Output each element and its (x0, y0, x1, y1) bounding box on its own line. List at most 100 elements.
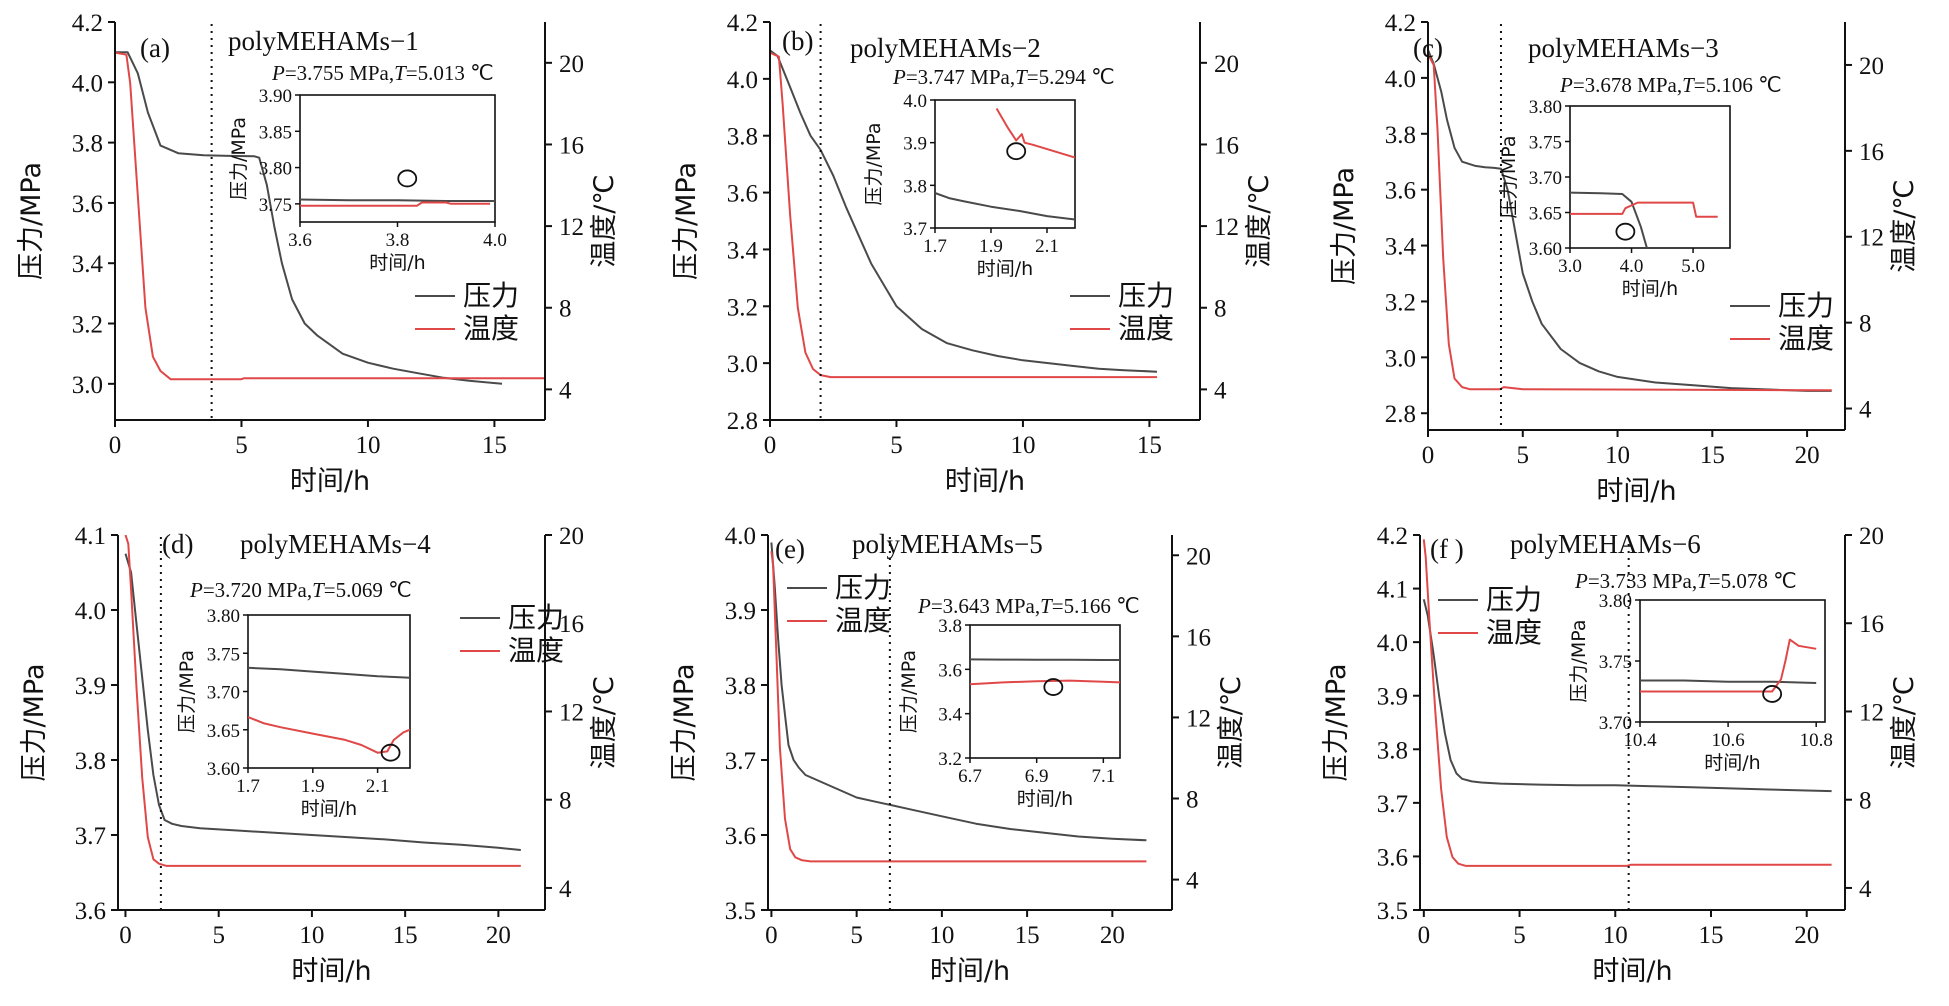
inset-plot: 10.4 10.6 10.8 3.70 3.75 3.80 时间/h 压力/MPa (1568, 591, 1833, 774)
inset-plot: 3.0 4.0 5.0 3.60 3.65 3.70 3.75 3.80 时间/h 压力/MPa (1498, 97, 1731, 300)
inset-y-label: 压力/MPa (228, 117, 250, 200)
pressure-line (770, 542, 1147, 842)
inset-y-tick-label: 3.4 (938, 705, 962, 726)
y-tick-label: 4.1 (1377, 577, 1408, 604)
x-tick-label: 20 (1794, 922, 1819, 949)
x-tick-label: 10 (355, 432, 380, 459)
pressure-line (124, 553, 521, 851)
pt-annotation: P=3.755 MPa,T=5.013 ℃ (271, 61, 494, 85)
y-tick-label: 3.9 (1377, 684, 1408, 711)
y2-tick-label: 20 (1859, 53, 1884, 80)
inset-frame (247, 614, 411, 769)
legend-label: 压力 (1778, 289, 1834, 322)
y2-tick-label: 12 (1859, 225, 1884, 252)
x-axis-label: 时间/h (291, 956, 371, 987)
y2-axis-label: 温度/℃ (1244, 174, 1275, 267)
y2-tick-label: 4 (559, 377, 572, 404)
y-tick-label: 3.6 (1385, 178, 1416, 205)
panel-letter: (f ) (1430, 534, 1464, 564)
inset-y-tick-label: 3.80 (1599, 591, 1632, 612)
inset-y-tick-label: 3.60 (1529, 239, 1562, 260)
panel-title: polyMEHAMs−2 (850, 33, 1041, 63)
y2-tick-label: 12 (1186, 705, 1211, 732)
y-tick-label: 3.2 (727, 294, 758, 321)
inset-y-tick-label: 3.65 (207, 721, 240, 742)
inset-marker-circle (397, 169, 418, 188)
y-tick-label: 3.8 (75, 748, 106, 775)
inset-y-tick-label: 3.80 (259, 159, 292, 180)
inset-pressure-line (1640, 679, 1817, 684)
inset-y-tick-label: 3.75 (1529, 133, 1562, 154)
inset-pressure-line (300, 198, 495, 202)
inset-y-label: 压力/MPa (863, 122, 885, 205)
x-tick-label: 0 (1418, 922, 1431, 949)
y-tick-label: 3.0 (727, 351, 758, 378)
panel-title: polyMEHAMs−4 (240, 529, 431, 559)
x-tick-label: 10 (299, 922, 324, 949)
inset-y-tick-label: 3.8 (903, 176, 927, 197)
y-tick-label: 3.5 (1377, 898, 1408, 925)
inset-x-tick-label: 10.6 (1711, 730, 1744, 751)
x-tick-label: 10 (1605, 442, 1630, 469)
inset-x-label: 时间/h (1622, 278, 1678, 300)
inset-y-tick-label: 3.7 (903, 219, 927, 240)
inset-y-tick-label: 3.2 (938, 749, 962, 770)
inset-y-tick-label: 3.85 (259, 122, 292, 143)
y-tick-label: 3.4 (1385, 234, 1417, 261)
inset-temperature-line (300, 201, 491, 207)
temperature-line (1422, 539, 1832, 867)
y-tick-label: 3.6 (725, 823, 756, 850)
y-tick-label: 3.6 (1377, 844, 1408, 871)
inset-x-tick-label: 2.1 (366, 776, 390, 797)
x-tick-label: 15 (482, 432, 507, 459)
inset-y-tick-label: 3.75 (207, 644, 240, 665)
y2-tick-label: 4 (1186, 868, 1199, 895)
inset-x-tick-label: 2.1 (1035, 236, 1059, 257)
inset-plot: 1.7 1.9 2.1 3.60 3.65 3.70 3.75 3.80 时间/h 压力/MPa (176, 606, 411, 820)
y2-tick-label: 16 (559, 132, 584, 159)
inset-y-tick-label: 3.90 (259, 86, 292, 107)
panel-letter: (a) (140, 33, 170, 63)
y-tick-label: 3.6 (75, 898, 106, 925)
legend-label: 温度 (835, 604, 891, 637)
y-tick-label: 4.0 (727, 67, 758, 94)
legend-label: 压力 (508, 601, 564, 634)
y2-tick-label: 4 (559, 876, 572, 903)
inset-y-tick-label: 3.65 (1529, 204, 1562, 225)
y-tick-label: 4.0 (1385, 66, 1416, 93)
panel-1: 0 5 10 15 3.0 3.2 3.4 3.6 3.8 4.0 4.2 4 8 12 16 20 时间/h 压… (16, 10, 620, 497)
pt-annotation: P=3.678 MPa,T=5.106 ℃ (1559, 73, 1782, 97)
inset-y-tick-label: 3.80 (207, 606, 240, 627)
y-tick-label: 3.6 (72, 191, 103, 218)
x-tick-label: 5 (1517, 442, 1530, 469)
legend-label: 压力 (463, 279, 519, 312)
temperature-line (770, 551, 1147, 863)
temperature-line (124, 535, 521, 867)
y2-tick-label: 16 (1859, 139, 1884, 166)
inset-pressure-line (1570, 191, 1648, 248)
y-tick-label: 2.8 (1385, 401, 1416, 428)
y2-axis-label: 温度/℃ (1216, 676, 1247, 769)
y-axis-label: 压力/MPa (1321, 663, 1352, 781)
inset-plot: 3.6 3.8 4.0 3.75 3.80 3.85 3.90 时间/h 压力/MPa (228, 86, 507, 274)
inset-temperature-line (248, 716, 410, 754)
y2-tick-label: 8 (1186, 787, 1199, 814)
y2-axis-label: 温度/℃ (589, 676, 620, 769)
panel-5: 0 5 10 15 20 3.5 3.6 3.7 3.8 3.9 4.0 4 8 12 16 20 时间/h 压力… (669, 523, 1247, 987)
x-tick-label: 0 (119, 922, 132, 949)
y-axis-label: 压力/MPa (16, 162, 47, 280)
x-tick-label: 5 (235, 432, 248, 459)
y-tick-label: 4.0 (725, 523, 756, 550)
y-tick-label: 3.7 (75, 823, 106, 850)
y2-tick-label: 12 (559, 699, 584, 726)
x-tick-label: 15 (1700, 442, 1725, 469)
inset-marker-circle (1006, 142, 1027, 161)
x-tick-label: 15 (1137, 432, 1162, 459)
y2-tick-label: 12 (1214, 214, 1239, 241)
inset-plot: 6.7 6.9 7.1 3.2 3.4 3.6 3.8 时间/h 压力/MPa (898, 616, 1121, 810)
panel-title: polyMEHAMs−6 (1510, 529, 1701, 559)
x-axis-label: 时间/h (290, 466, 370, 497)
x-axis-label: 时间/h (1596, 476, 1676, 507)
inset-y-label: 压力/MPa (1568, 619, 1590, 702)
